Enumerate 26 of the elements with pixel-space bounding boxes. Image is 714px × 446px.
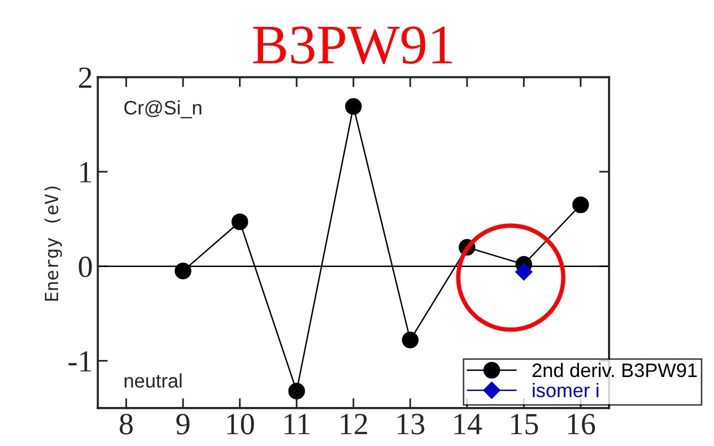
y-tick-label: 1 [80, 162, 92, 182]
y-axis-title: Energy (eV) [44, 186, 62, 301]
x-tick-label: 11 [284, 414, 310, 434]
point [515, 263, 532, 280]
point [402, 332, 419, 348]
x-tick-label: 14 [454, 414, 482, 434]
y-tick-label: 0 [78, 256, 92, 278]
x-tick-label: 9 [176, 414, 190, 434]
x-tick-label: 8 [120, 414, 133, 434]
legend-label: 2nd deriv. B3PW91 [532, 362, 697, 378]
x-tick-label: 12 [340, 414, 368, 434]
point [288, 382, 305, 400]
x-tick-label: 15 [511, 414, 538, 434]
y-tick-label: 2 [79, 68, 92, 88]
point [231, 213, 248, 230]
annotation: neutral [124, 373, 182, 388]
y-tick-label: -1 [68, 351, 92, 372]
point [174, 262, 192, 280]
legend-label: isomer i [532, 382, 598, 398]
point [572, 196, 589, 214]
point [345, 98, 362, 115]
annotation: Cr@Si_n [124, 100, 202, 118]
x-tick-label: 10 [227, 414, 254, 434]
x-tick-label: 13 [398, 414, 424, 434]
chart-title: B3PW91 [253, 26, 452, 64]
x-tick-label: 16 [568, 414, 596, 434]
